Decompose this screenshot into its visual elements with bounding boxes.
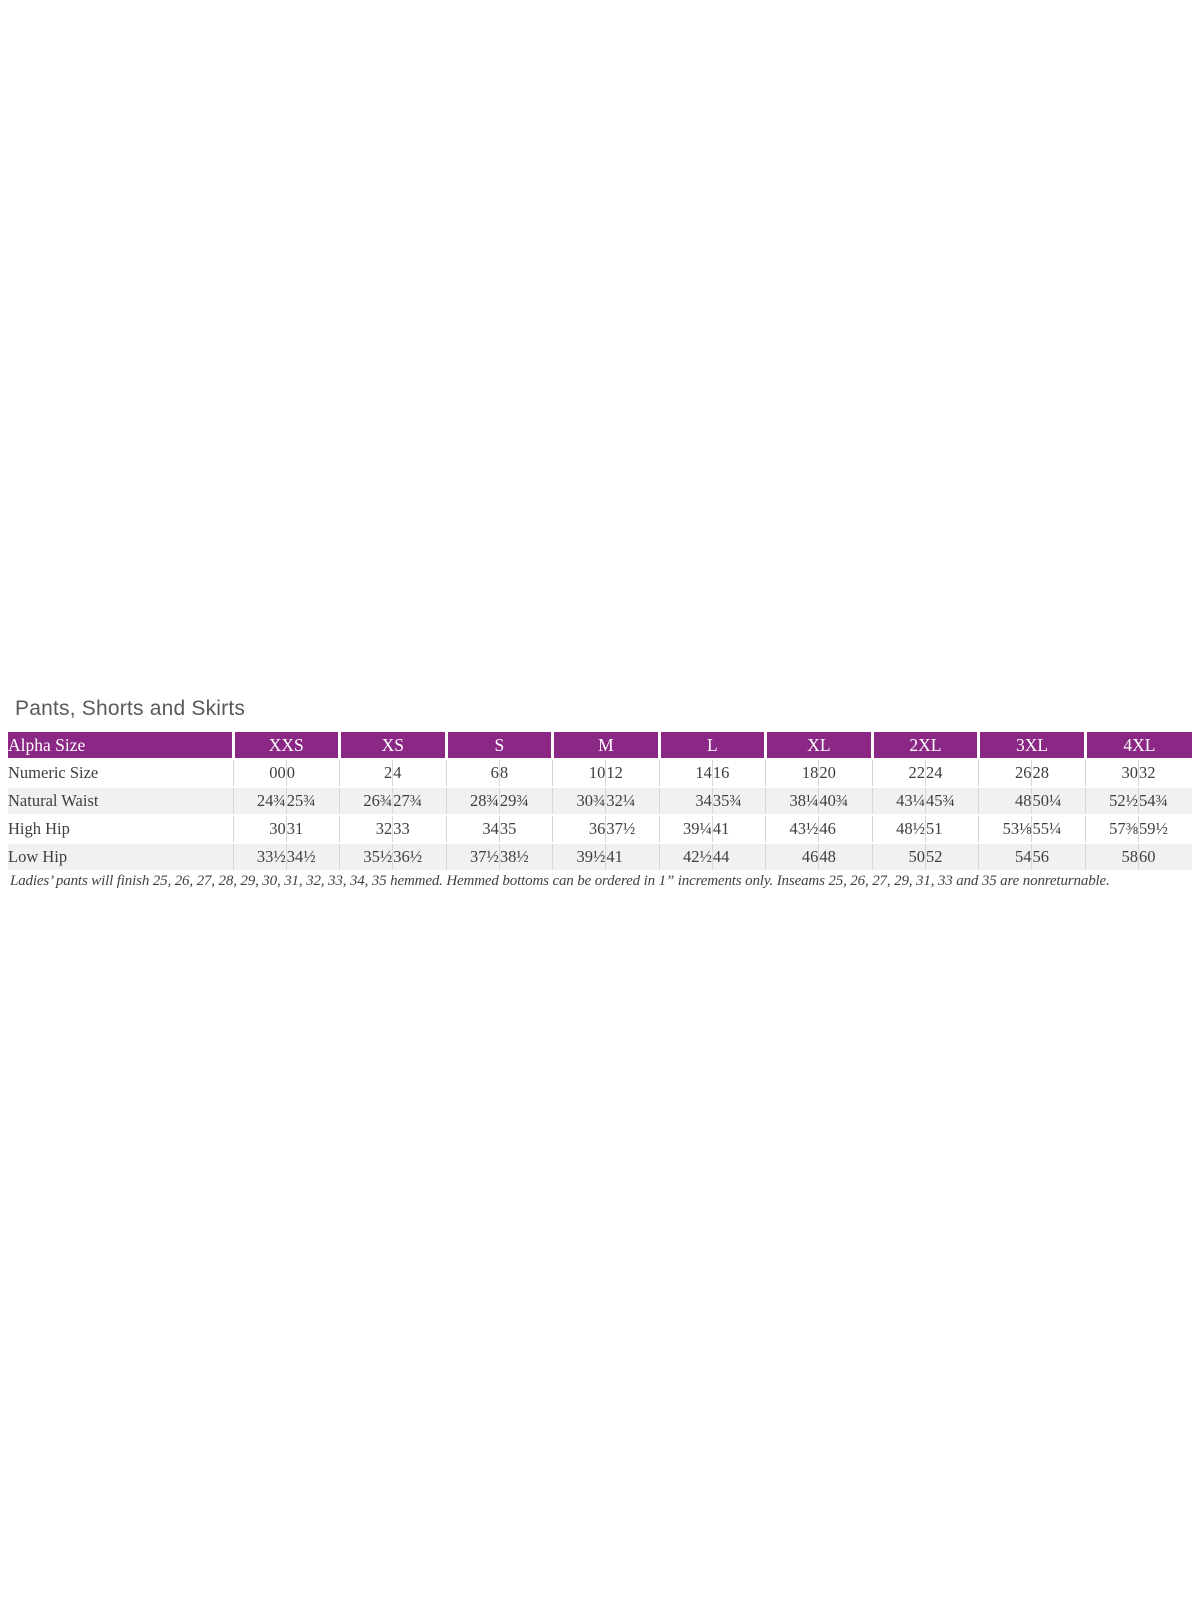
size-group-header: 4XL <box>1083 732 1192 759</box>
size-group-header: 2XL <box>870 732 979 759</box>
size-value: 20 <box>818 758 873 787</box>
table-body: Numeric Size 00 0 2 4 6 8 10 12 14 16 18 20 22 24 26 28 3… <box>8 758 1192 870</box>
size-value: 42½ <box>658 842 713 870</box>
row-label: High Hip <box>8 814 233 843</box>
size-value: 32 <box>339 814 393 843</box>
size-value: 30 <box>1084 758 1139 787</box>
size-value: 53⅛ <box>978 814 1032 843</box>
size-value: 28 <box>1031 758 1086 787</box>
size-value: 52 <box>924 842 979 870</box>
size-value: 54¾ <box>1138 786 1192 815</box>
size-value: 50¼ <box>1031 786 1086 815</box>
size-value: 26 <box>978 758 1032 787</box>
table-row: Natural Waist 24¾ 25¾ 26¾ 27¾ 28¾ 29¾ 30¾ 32¼ 34 3… <box>8 786 1192 815</box>
size-value: 31 <box>285 814 340 843</box>
size-value: 4 <box>392 758 447 787</box>
size-chart-table: Alpha Size XXS XS S M L XL 2XL 3XL 4XL Numeric S… <box>8 732 1192 870</box>
size-value: 24¾ <box>232 786 287 815</box>
size-value: 48 <box>818 842 873 870</box>
size-group-header: XXS <box>231 732 340 759</box>
size-value: 56 <box>1031 842 1086 870</box>
table-row: Low Hip 33½ 34½ 35½ 36½ 37½ 38½ 39½ 41 42½ 44 46 48 5… <box>8 842 1192 870</box>
footnote: Ladies’ pants will finish 25, 26, 27, 28… <box>10 873 1110 889</box>
size-value: 37½ <box>605 814 660 843</box>
size-value: 30¾ <box>552 786 606 815</box>
size-value: 54 <box>978 842 1032 870</box>
size-value: 59½ <box>1138 814 1192 843</box>
size-value: 32 <box>1138 758 1192 787</box>
size-group-header: M <box>551 732 660 759</box>
size-value: 12 <box>605 758 660 787</box>
size-value: 48 <box>978 786 1032 815</box>
size-value: 28¾ <box>445 786 500 815</box>
size-value: 60 <box>1138 842 1192 870</box>
size-group-header: XS <box>338 732 447 759</box>
size-value: 18 <box>765 758 819 787</box>
row-label: Low Hip <box>8 842 233 870</box>
size-value: 43¼ <box>871 786 926 815</box>
size-value: 8 <box>498 758 553 787</box>
size-value: 38¼ <box>765 786 819 815</box>
size-value: 29¾ <box>498 786 553 815</box>
size-value: 41 <box>711 814 766 843</box>
size-value: 35¾ <box>711 786 766 815</box>
size-value: 48½ <box>871 814 926 843</box>
size-value: 27¾ <box>392 786 447 815</box>
row-label: Natural Waist <box>8 786 233 815</box>
size-value: 30 <box>232 814 287 843</box>
size-value: 36½ <box>392 842 447 870</box>
size-value: 16 <box>711 758 766 787</box>
size-value: 10 <box>552 758 606 787</box>
size-value: 00 <box>232 758 287 787</box>
row-label: Numeric Size <box>8 758 233 787</box>
size-value: 33½ <box>232 842 287 870</box>
table-row: Numeric Size 00 0 2 4 6 8 10 12 14 16 18 20 22 24 26 28 3… <box>8 758 1192 787</box>
size-value: 57⅜ <box>1084 814 1139 843</box>
size-value: 35½ <box>339 842 393 870</box>
size-value: 14 <box>658 758 713 787</box>
size-value: 26¾ <box>339 786 393 815</box>
size-value: 43½ <box>765 814 819 843</box>
table-row: High Hip 30 31 32 33 34 35 36 37½ 39¼ 41 43½ 46 48½ 51… <box>8 814 1192 843</box>
size-value: 46 <box>818 814 873 843</box>
size-value: 0 <box>285 758 340 787</box>
size-value: 38½ <box>498 842 553 870</box>
size-group-header: 3XL <box>977 732 1086 759</box>
size-value: 41 <box>605 842 660 870</box>
size-value: 50 <box>871 842 926 870</box>
size-value: 34 <box>445 814 500 843</box>
size-group-header: S <box>444 732 553 759</box>
size-value: 46 <box>765 842 819 870</box>
size-value: 40¾ <box>818 786 873 815</box>
size-value: 25¾ <box>285 786 340 815</box>
size-value: 52½ <box>1084 786 1139 815</box>
size-value: 32¼ <box>605 786 660 815</box>
page-title: Pants, Shorts and Skirts <box>15 697 246 720</box>
size-value: 55¼ <box>1031 814 1086 843</box>
size-value: 45¾ <box>924 786 979 815</box>
size-value: 36 <box>552 814 606 843</box>
size-value: 39½ <box>552 842 606 870</box>
size-value: 2 <box>339 758 393 787</box>
size-value: 44 <box>711 842 766 870</box>
size-value: 35 <box>498 814 553 843</box>
size-group-header: XL <box>764 732 873 759</box>
size-value: 33 <box>392 814 447 843</box>
size-value: 58 <box>1084 842 1139 870</box>
size-group-header: L <box>657 732 766 759</box>
size-value: 6 <box>445 758 500 787</box>
size-value: 37½ <box>445 842 500 870</box>
size-value: 34 <box>658 786 713 815</box>
size-value: 24 <box>924 758 979 787</box>
header-row: Alpha Size XXS XS S M L XL 2XL 3XL 4XL <box>8 732 1192 759</box>
size-value: 39¼ <box>658 814 713 843</box>
size-value: 51 <box>924 814 979 843</box>
size-value: 22 <box>871 758 926 787</box>
corner-header-cell: Alpha Size <box>8 732 233 759</box>
size-value: 34½ <box>285 842 340 870</box>
